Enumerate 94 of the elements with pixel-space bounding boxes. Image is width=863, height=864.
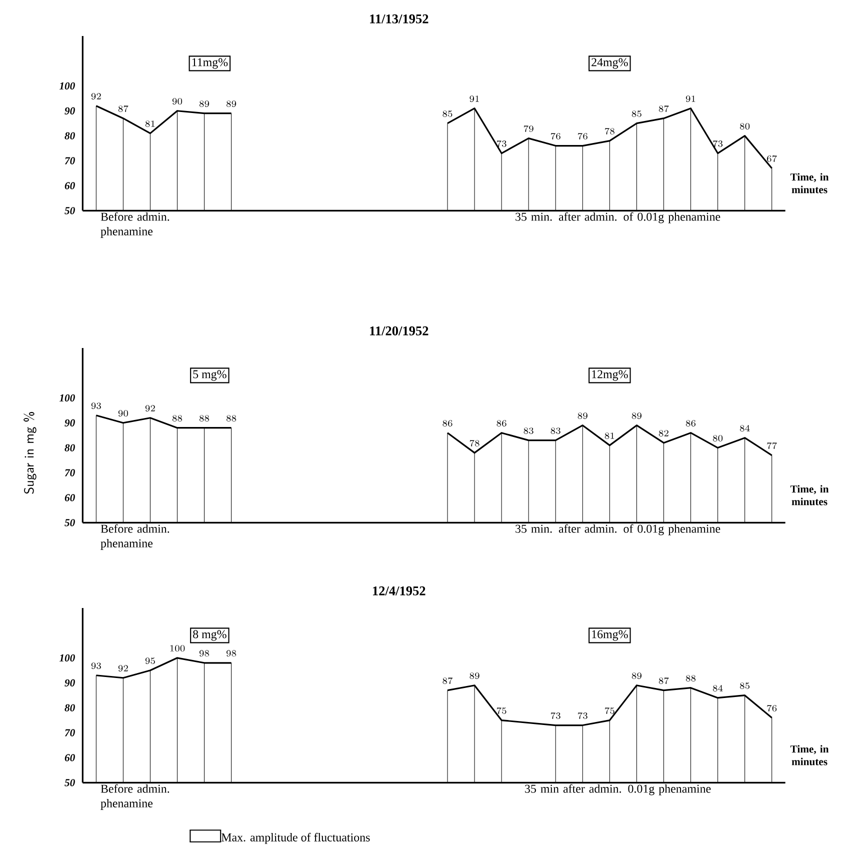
data-label: 92 xyxy=(92,93,102,100)
text: 35 min after admin. 0.01g phenamine xyxy=(525,784,711,796)
data-label: 73 xyxy=(578,712,588,719)
data-label: 87 xyxy=(659,678,669,684)
data-label: 80 xyxy=(740,123,750,130)
y-tick-label: 50 xyxy=(64,519,76,526)
data-label: 89 xyxy=(632,672,642,679)
data-label: 91 xyxy=(470,96,480,102)
data-label: 92 xyxy=(118,665,128,672)
annotation: 8 mg% xyxy=(193,630,227,641)
text: Time, in minutes xyxy=(790,173,829,194)
data-label: 73 xyxy=(551,712,561,719)
data-label: 75 xyxy=(497,707,506,714)
data-label: 86 xyxy=(496,420,506,426)
data-label: 89 xyxy=(632,412,642,419)
y-tick-label: 80 xyxy=(64,132,76,140)
data-label: 90 xyxy=(118,410,128,416)
data-label: 78 xyxy=(605,128,615,134)
data-label: 76 xyxy=(578,132,588,140)
data-label: 89 xyxy=(226,100,236,107)
data-label: 88 xyxy=(200,415,210,422)
y-tick-label: 50 xyxy=(64,779,76,786)
data-label: 84 xyxy=(713,685,723,692)
y-tick-label: 90 xyxy=(64,419,76,426)
data-label: 93 xyxy=(92,402,102,409)
chart-title: 11/20/1952 xyxy=(370,326,428,336)
data-label: 83 xyxy=(524,428,534,434)
text: Before admin. phenamine xyxy=(100,784,170,810)
text: 35 min. after admin. of 0.01g phenamine xyxy=(516,212,720,224)
y-tick-label: 90 xyxy=(64,679,76,686)
y-tick-label: 70 xyxy=(65,729,76,736)
y-tick-label: 60 xyxy=(65,494,76,502)
data-label: 88 xyxy=(172,415,182,422)
y-tick-label: 50 xyxy=(64,207,76,214)
data-label: 89 xyxy=(200,100,210,107)
data-label: 92 xyxy=(146,405,156,412)
chart-title: 12/4/1952 xyxy=(373,586,426,596)
data-label: 88 xyxy=(686,675,696,682)
y-axis-title: Sugar in mg % xyxy=(24,412,36,494)
data-label: 67 xyxy=(767,155,778,162)
data-label: 87 xyxy=(442,678,453,684)
y-tick-label: 80 xyxy=(64,704,76,712)
data-label: 87 xyxy=(118,106,128,112)
text: Before admin. phenamine xyxy=(100,524,170,550)
data-label: 85 xyxy=(632,110,642,117)
data-label: 89 xyxy=(578,412,588,419)
data-label: 81 xyxy=(605,432,614,439)
data-label: 85 xyxy=(740,682,750,689)
y-tick-label: 70 xyxy=(65,469,76,476)
data-label: 82 xyxy=(659,430,669,436)
annotation: 11mg% xyxy=(192,58,228,69)
y-tick-label: 60 xyxy=(65,182,76,190)
data-label: 86 xyxy=(442,420,452,426)
data-label: 79 xyxy=(524,125,534,132)
data-label: 76 xyxy=(551,132,561,140)
data-label: 73 xyxy=(497,140,506,147)
data-label: 100 xyxy=(170,645,185,652)
data-label: 93 xyxy=(92,662,102,669)
data-label: 91 xyxy=(686,96,696,102)
text: Before admin. phenamine xyxy=(100,212,170,238)
data-label: 80 xyxy=(713,435,723,442)
y-tick-label: 80 xyxy=(64,444,76,452)
data-label: 78 xyxy=(470,440,480,446)
y-tick-label: 60 xyxy=(65,754,76,762)
data-label: 98 xyxy=(200,650,210,657)
data-label: 83 xyxy=(550,428,561,434)
data-label: 81 xyxy=(146,120,155,127)
data-label: 89 xyxy=(470,672,480,679)
text: Time, in minutes xyxy=(790,485,829,506)
data-label: 73 xyxy=(713,140,723,147)
annotation: 5 mg% xyxy=(193,370,227,381)
annotation: 16mg% xyxy=(592,630,628,641)
text: Time, in minutes xyxy=(790,745,829,766)
data-label: 75 xyxy=(605,707,615,714)
chart-title: 11/13/1952 xyxy=(370,14,428,24)
data-label: 86 xyxy=(686,420,696,426)
text: Max. amplitude of fluctuations xyxy=(222,832,370,844)
y-tick-label: 70 xyxy=(65,157,76,164)
annotation: 12mg% xyxy=(592,370,628,381)
data-label: 85 xyxy=(442,110,452,117)
y-tick-label: 100 xyxy=(60,394,76,402)
data-label: 88 xyxy=(226,415,236,422)
data-label: 76 xyxy=(767,704,777,712)
data-label: 90 xyxy=(172,98,182,104)
data-label: 95 xyxy=(146,658,156,664)
data-label: 77 xyxy=(767,442,778,449)
data-label: 98 xyxy=(226,650,236,657)
y-tick-label: 100 xyxy=(60,654,76,662)
y-tick-label: 100 xyxy=(60,82,76,90)
y-tick-label: 90 xyxy=(64,107,76,114)
annotation: 24mg% xyxy=(592,58,628,69)
text: 35 min. after admin. of 0.01g phenamine xyxy=(516,524,720,536)
data-label: 84 xyxy=(740,425,750,432)
data-label: 87 xyxy=(659,106,669,112)
